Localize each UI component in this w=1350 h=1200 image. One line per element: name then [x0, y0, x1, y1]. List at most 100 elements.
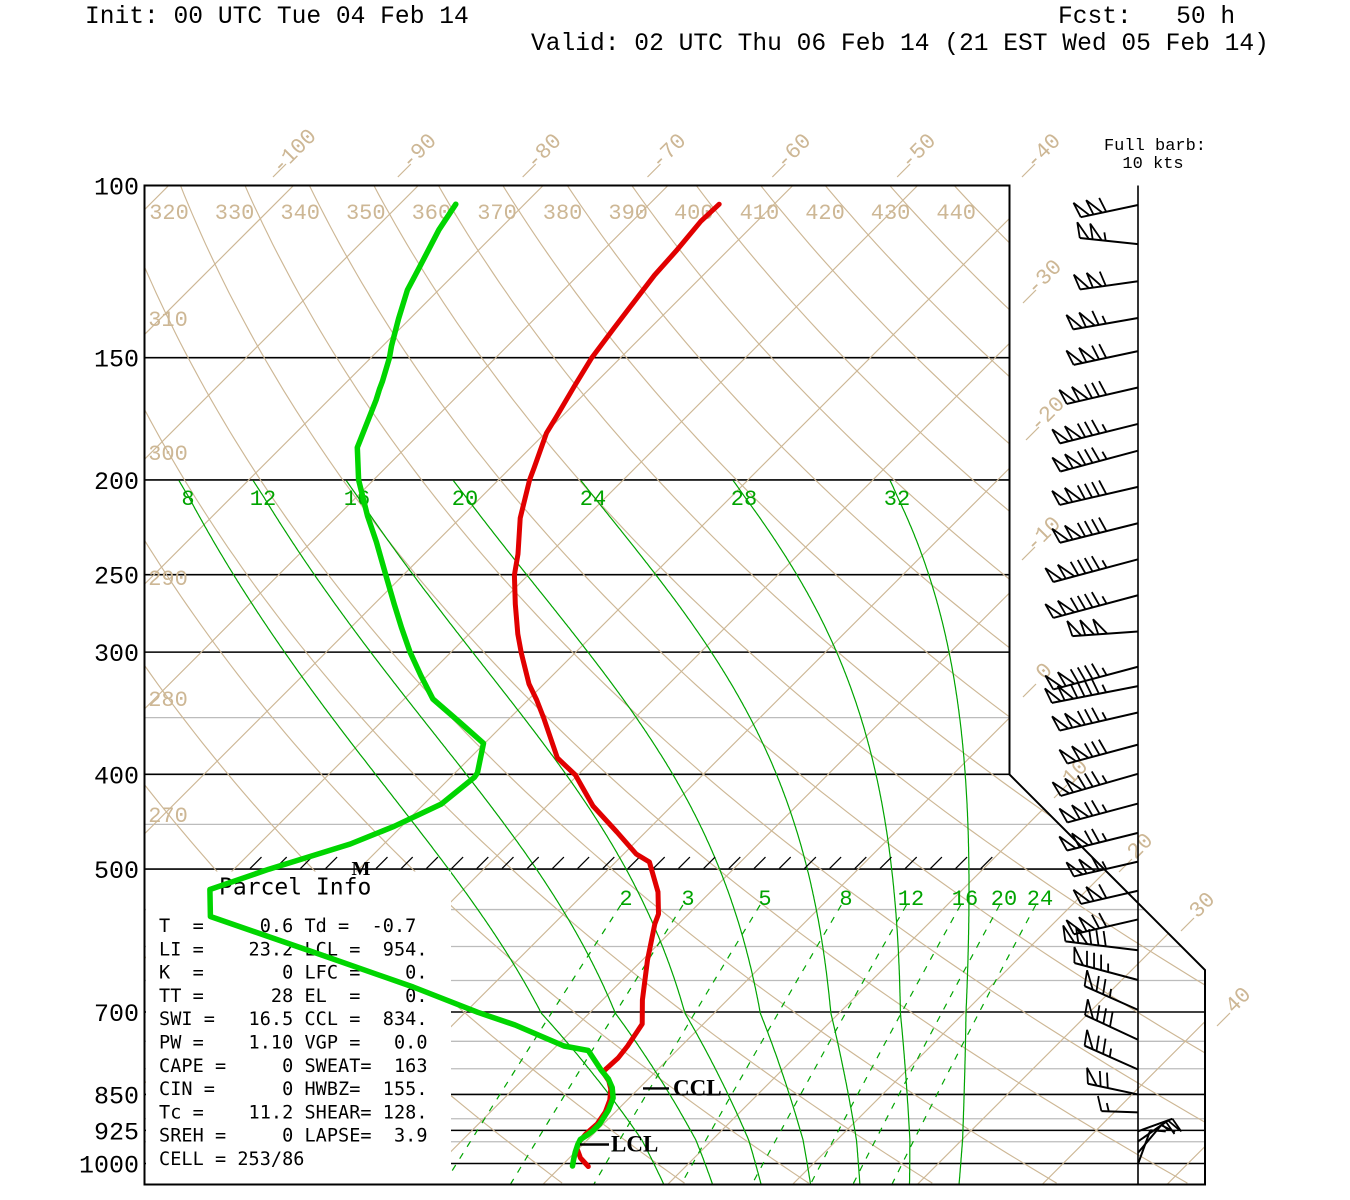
wind-barb-path — [1044, 674, 1063, 690]
wind-barb-path — [1058, 748, 1077, 765]
wind-barb-line — [1101, 595, 1108, 605]
dry-adiabat-350 — [373, 185, 1205, 1184]
wind-barb-line — [1083, 448, 1094, 464]
moist-adiabat-16 — [345, 480, 762, 1185]
wind-barb-line — [1167, 1119, 1181, 1132]
wind-barb-line — [1098, 912, 1108, 928]
moist-adiabat-24 — [580, 480, 861, 1184]
wind-barb-line — [1098, 883, 1108, 899]
wind-barb-line — [1101, 804, 1108, 813]
moist-adiabat-label-20: 20 — [452, 487, 478, 512]
hatch-500-line-line — [753, 856, 766, 870]
wind-barb-path — [1051, 527, 1070, 544]
wind-barb-line — [1091, 382, 1101, 397]
wind-barb-path — [1078, 347, 1096, 363]
wind-barb — [1065, 310, 1139, 331]
isotherm-label-diag-40: 40 — [1221, 983, 1257, 1019]
hatch-500-line-line — [980, 856, 993, 870]
pressure-label-500: 500 — [94, 857, 139, 886]
wind-barb-path — [1064, 453, 1083, 469]
hatch-500-line-line — [400, 856, 414, 870]
hatch-500-line-line — [501, 856, 514, 870]
parcel-info-row: SWI = 16.5 CCL = 834. — [159, 1009, 428, 1030]
wind-barb-line — [1091, 856, 1101, 872]
wind-barb-line — [1076, 595, 1087, 610]
wind-barb-line — [1091, 555, 1101, 571]
moist-adiabat-label-24: 24 — [580, 487, 606, 512]
mixing-ratio-line-20 — [852, 904, 1001, 1185]
isotherm-0 — [536, 185, 1205, 1185]
wind-barb-line — [1091, 419, 1101, 434]
wind-barb — [1065, 856, 1139, 878]
wind-barb-line — [1091, 591, 1101, 606]
wind-barb-line — [1084, 1014, 1139, 1041]
dry-adiabat-label-left-290: 290 — [148, 567, 188, 592]
wind-barb-path — [1075, 926, 1089, 945]
wind-barb-path — [1072, 202, 1091, 218]
wind-barb-path — [1064, 777, 1083, 793]
wind-barb-line — [1108, 988, 1112, 998]
wind-barb-path — [1064, 487, 1082, 503]
wind-barb-line — [1102, 978, 1107, 995]
hatch-500-line-line — [677, 856, 691, 870]
wind-barb — [1044, 663, 1139, 691]
wind-barb-line — [1098, 1070, 1102, 1087]
wind-barb-line — [1080, 204, 1139, 219]
wind-barb-path — [1086, 1067, 1098, 1087]
wind-barb-path — [1078, 916, 1096, 932]
wind-barb-line — [1102, 930, 1107, 947]
wind-barb — [1051, 447, 1139, 473]
pressure-label-300: 300 — [94, 640, 139, 669]
wind-barb-line — [1083, 665, 1094, 680]
wind-barb-line — [1102, 1008, 1107, 1024]
hatch-500-line-line — [627, 856, 640, 870]
line-labels-line — [896, 163, 911, 178]
wind-barb-line — [1069, 668, 1080, 684]
isotherm-50 — [1160, 185, 1205, 1185]
pressure-label-100: 100 — [94, 174, 139, 203]
line-labels-line — [522, 163, 537, 178]
isotherm-label-top--60: -60 — [771, 129, 817, 175]
wind-barb-line — [1101, 684, 1107, 693]
wind-barb-line — [1072, 630, 1139, 638]
parcel-info-row: CAPE = 0 SWEAT= 163 — [159, 1056, 428, 1077]
wind-barb-path — [1092, 618, 1108, 635]
hatch-500-line-line — [375, 856, 388, 870]
wind-barb-line — [1091, 310, 1100, 326]
lcl-marker-label: LCL — [611, 1131, 658, 1156]
wind-barb-column: Full barb:10 kts — [1044, 137, 1206, 1185]
wind-barb-line — [1095, 929, 1100, 946]
wind-barb-path — [1079, 619, 1095, 636]
dewpoint-profile — [207, 201, 616, 1169]
wind-barb-line — [1095, 1035, 1100, 1052]
hatch-500-line-line — [803, 856, 817, 870]
wind-barb — [1137, 1124, 1176, 1154]
moist-adiabat-28 — [732, 480, 911, 1184]
wind-barb — [1076, 221, 1139, 246]
wind-barb-path — [1071, 832, 1089, 848]
wind-barb-line — [1101, 774, 1108, 784]
dry-adiabat-430 — [889, 185, 1205, 1184]
isotherm--60 — [144, 185, 800, 1185]
wind-barb-line — [1083, 520, 1094, 536]
wind-barb-line — [1088, 929, 1093, 945]
line-labels-line — [1022, 289, 1037, 304]
wind-barb-line — [1076, 682, 1086, 697]
wind-barb-line — [1101, 1110, 1139, 1114]
wind-barb — [1072, 883, 1139, 905]
wind-barb-line — [1091, 481, 1101, 497]
wind-barb-path — [1071, 745, 1090, 761]
wind-barb-path — [1058, 835, 1077, 851]
isotherm-30 — [910, 185, 1205, 1185]
dry-adiabat-label-left-270: 270 — [148, 804, 188, 829]
forecast-hour-label: Fcst: 50 h — [1058, 4, 1236, 31]
wind-barb-path — [1057, 599, 1076, 616]
isotherm--70 — [144, 185, 675, 1185]
mixing-ratio-label-16: 16 — [952, 887, 978, 912]
wind-barb-line — [1076, 775, 1087, 790]
hatch-500-line-line — [904, 856, 918, 870]
moist-adiabat-label-8: 8 — [181, 487, 194, 512]
wind-barb — [1051, 517, 1139, 544]
wind-barb — [1065, 343, 1139, 366]
